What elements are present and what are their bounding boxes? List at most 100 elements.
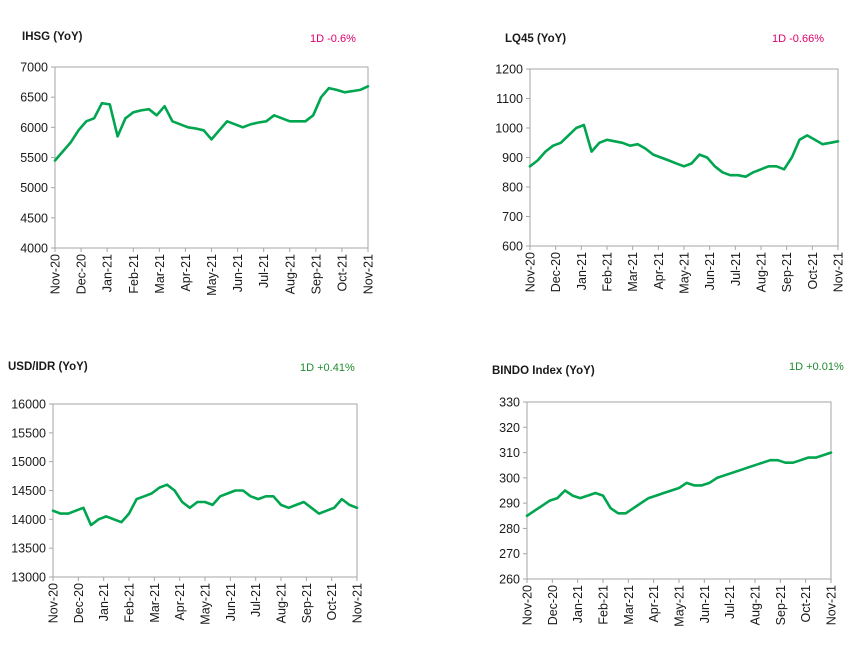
lq45-line-chart: 600 700 800 900 1000 1100 1200 Nov-20 Dec-20 Jan-… — [495, 63, 846, 294]
x-tick-label: Jan-21 — [571, 585, 585, 623]
y-tick-label: 6000 — [20, 121, 48, 135]
x-tick-label: Feb-21 — [597, 585, 611, 625]
x-tick-label: May-21 — [673, 585, 687, 627]
y-tick-label: 15500 — [11, 426, 46, 440]
x-tick-label: Apr-21 — [173, 583, 187, 621]
x-tick-label: Nov-21 — [825, 585, 839, 625]
chart-title: BINDO Index (YoY) — [492, 365, 595, 377]
y-tick-label: 280 — [499, 522, 520, 536]
y-tick-label: 14500 — [11, 484, 46, 498]
chart-panel-usdidr: USD/IDR (YoY) 1D +0.41% 13000 13500 14000 1… — [0, 330, 425, 660]
x-tick-label: Jul-21 — [729, 252, 743, 286]
y-tick-label: 13000 — [11, 571, 46, 585]
x-tick-label: Nov-20 — [47, 583, 61, 623]
x-tick-label: Feb-21 — [601, 252, 615, 292]
plot-frame — [526, 401, 832, 580]
x-tick-label: Jan-21 — [97, 583, 111, 621]
chart-title: LQ45 (YoY) — [505, 33, 567, 45]
x-tick-label: Aug-21 — [275, 583, 289, 623]
series-line — [525, 451, 833, 518]
series-line — [528, 123, 840, 178]
chart-title: IHSG (YoY) — [22, 31, 83, 43]
x-tick-label: Apr-21 — [647, 585, 661, 623]
y-tick-label: 700 — [502, 210, 523, 224]
x-tick-label: Sep-21 — [774, 585, 788, 625]
series-line — [53, 85, 370, 162]
x-tick-label: Oct-21 — [806, 252, 820, 290]
chart-panel-ihsg: IHSG (YoY) 1D -0.6% 4000 4500 5000 5500 6000… — [0, 0, 425, 310]
y-tick-label: 260 — [499, 573, 520, 587]
y-tick-label: 270 — [499, 547, 520, 561]
x-tick-label: Nov-20 — [521, 585, 535, 625]
x-tick-label: May-21 — [199, 583, 213, 625]
y-tick-label: 15000 — [11, 455, 46, 469]
y-tick-label: 300 — [499, 471, 520, 485]
y-tick-label: 4000 — [20, 242, 48, 256]
daily-change-label: 1D +0.01% — [789, 361, 844, 373]
x-tick-label: Dec-20 — [546, 585, 560, 625]
x-tick-label: Aug-21 — [283, 254, 297, 294]
y-tick-label: 4500 — [20, 211, 48, 225]
x-tick-label: Aug-21 — [749, 585, 763, 625]
y-tick-label: 600 — [502, 240, 523, 254]
y-tick-label: 16000 — [11, 398, 46, 412]
y-tick-label: 290 — [499, 497, 520, 511]
x-tick-label: Nov-21 — [832, 252, 846, 292]
daily-change-label: 1D -0.66% — [772, 33, 824, 45]
x-tick-label: Jun-21 — [703, 252, 717, 290]
x-tick-label: Feb-21 — [123, 583, 137, 623]
y-tick-label: 1100 — [496, 92, 523, 106]
x-tick-label: Jul-21 — [257, 254, 271, 288]
x-tick-label: Jan-21 — [575, 252, 589, 290]
y-tick-label: 1000 — [495, 122, 523, 136]
x-tick-label: Jul-21 — [249, 583, 263, 617]
y-tick-label: 800 — [502, 181, 523, 195]
plot-frame — [54, 66, 369, 249]
x-tick-label: Mar-21 — [153, 254, 167, 294]
series-line — [51, 483, 359, 527]
x-tick-label: Aug-21 — [755, 252, 769, 292]
y-tick-label: 13500 — [11, 542, 46, 556]
x-tick-label: Apr-21 — [652, 252, 666, 290]
chart-title: USD/IDR (YoY) — [8, 361, 88, 373]
x-tick-label: Mar-21 — [626, 252, 640, 292]
y-tick-label: 310 — [499, 446, 520, 460]
x-tick-label: Feb-21 — [127, 254, 141, 294]
x-tick-label: Jan-21 — [101, 254, 115, 292]
x-tick-label: Mar-21 — [622, 585, 636, 625]
x-tick-label: Jun-21 — [224, 583, 238, 621]
x-tick-label: Sep-21 — [309, 254, 323, 294]
x-tick-label: Oct-21 — [799, 585, 813, 623]
usdidr-line-chart: 13000 13500 14000 14500 15000 15500 16000 Nov-2… — [11, 398, 365, 625]
x-tick-label: Dec-20 — [72, 583, 86, 623]
y-tick-label: 14000 — [11, 513, 46, 527]
ihsg-line-chart: 4000 4500 5000 5500 6000 6500 7000 Nov-20 Dec-20… — [20, 61, 376, 296]
x-tick-label: May-21 — [678, 252, 692, 294]
y-tick-label: 5000 — [20, 181, 48, 195]
x-tick-label: Oct-21 — [335, 254, 349, 292]
y-tick-label: 330 — [499, 396, 520, 410]
y-tick-label: 320 — [499, 421, 520, 435]
plot-frame — [52, 403, 358, 578]
x-tick-label: Dec-20 — [75, 254, 89, 294]
bindo-line-chart: 260 270 280 290 300 310 320 330 Nov-20 Dec-20 Jan-… — [499, 396, 839, 627]
x-tick-label: Nov-21 — [362, 254, 376, 294]
x-tick-label: Sep-21 — [300, 583, 314, 623]
x-tick-label: Dec-20 — [549, 252, 563, 292]
y-tick-label: 6500 — [20, 91, 48, 105]
chart-panel-lq45: LQ45 (YoY) 1D -0.66% 600 700 800 900 1000 110… — [425, 0, 849, 310]
x-tick-label: Apr-21 — [179, 254, 193, 292]
x-tick-label: Nov-20 — [524, 252, 538, 292]
y-tick-label: 900 — [502, 151, 523, 165]
x-tick-label: Jul-21 — [723, 585, 737, 619]
daily-change-label: 1D -0.6% — [310, 33, 356, 45]
x-tick-label: Mar-21 — [148, 583, 162, 623]
x-tick-label: Nov-21 — [351, 583, 365, 623]
y-tick-label: 1200 — [495, 63, 523, 77]
x-tick-label: May-21 — [205, 254, 219, 296]
x-tick-label: Jun-21 — [698, 585, 712, 623]
y-tick-label: 5500 — [20, 151, 48, 165]
x-tick-label: Sep-21 — [780, 252, 794, 292]
x-tick-label: Oct-21 — [325, 583, 339, 621]
x-tick-label: Jun-21 — [231, 254, 245, 292]
